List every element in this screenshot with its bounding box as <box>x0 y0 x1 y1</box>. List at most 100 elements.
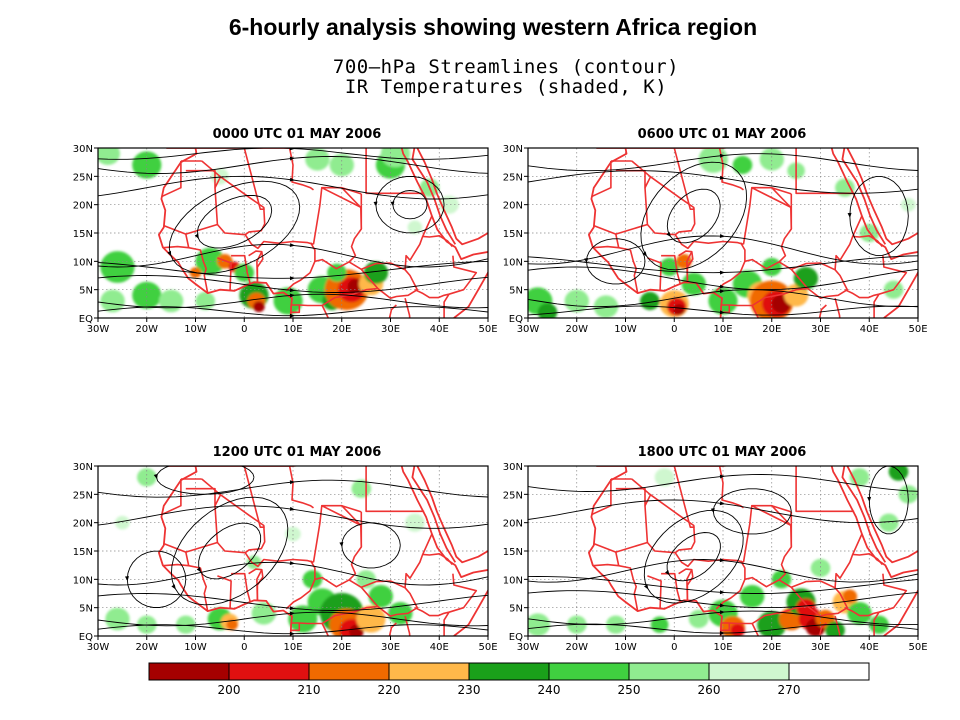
y-tick-label: 15N <box>503 229 523 240</box>
streamline-arrow <box>719 175 725 180</box>
x-tick-label: 30E <box>381 642 400 653</box>
ir-cell <box>105 607 130 631</box>
y-tick-label: 30N <box>503 144 523 155</box>
y-tick-label: 10N <box>503 575 523 586</box>
x-tick-label: 30W <box>87 324 110 335</box>
streamline-arrow <box>719 284 725 289</box>
streamline-arrow <box>167 250 172 257</box>
streamlines <box>528 466 918 636</box>
x-tick-label: 20W <box>135 642 158 653</box>
y-tick-label: EQ <box>79 314 93 325</box>
y-tick-label: 25N <box>73 172 93 183</box>
x-tick-label: 10E <box>283 324 302 335</box>
streamline-arrow <box>289 611 295 616</box>
panel-title-0000: 0000 UTC 01 MAY 2006 <box>212 127 382 142</box>
streamline-arrow <box>719 310 725 315</box>
streamline-arrow <box>289 506 295 511</box>
colorbar-swatch <box>788 662 870 681</box>
streamline-arrow <box>289 606 295 611</box>
y-tick-label: 5N <box>509 286 523 297</box>
ir-cell <box>730 623 745 636</box>
x-tick-label: 40E <box>860 642 879 653</box>
panel-title-0600: 0600 UTC 01 MAY 2006 <box>637 127 807 142</box>
y-tick-label: 25N <box>503 172 523 183</box>
y-tick-label: 5N <box>509 604 523 615</box>
streamline-arrow <box>194 233 199 239</box>
streamline-arrow <box>719 590 725 595</box>
y-tick-label: 20N <box>73 519 93 530</box>
streamline-arrow <box>665 570 670 576</box>
x-tick-label: 40E <box>860 324 879 335</box>
y-tick-label: 20N <box>503 201 523 212</box>
x-tick-label: 30E <box>381 324 400 335</box>
streamline-arrow <box>719 474 725 479</box>
y-tick-label: 15N <box>73 547 93 558</box>
y-tick-label: 10N <box>73 257 93 268</box>
colorbar-label: 220 <box>377 683 401 697</box>
streamline-arrow <box>719 631 725 636</box>
y-tick-label: 5N <box>79 286 93 297</box>
x-tick-label: 30E <box>811 642 830 653</box>
ir-cell <box>757 611 787 636</box>
figure-subtitle-ir-temperatures: IR Temperatures (shaded, K) <box>344 76 668 98</box>
colorbar-swatch <box>148 662 230 681</box>
figure-subtitle-streamlines: 700—hPa Streamlines (contour) <box>332 56 680 78</box>
ir-cell <box>835 178 855 197</box>
y-tick-label: 30N <box>73 462 93 473</box>
streamline-arrow <box>373 201 378 207</box>
colorbar-label: 200 <box>217 683 241 697</box>
ir-cell <box>537 303 558 318</box>
y-tick-label: EQ <box>79 632 93 643</box>
x-tick-label: 10E <box>713 642 732 653</box>
streamline-arrow <box>719 501 725 506</box>
ir-cell <box>842 589 858 604</box>
ir-cell <box>528 613 550 636</box>
panel-title-1200: 1200 UTC 01 MAY 2006 <box>212 445 382 460</box>
ir-cell <box>368 585 393 608</box>
x-tick-label: 10W <box>184 642 207 653</box>
x-tick-label: 10W <box>614 642 637 653</box>
colorbar-swatch <box>548 662 630 681</box>
streamlines <box>528 153 918 316</box>
x-tick-label: 40E <box>430 642 449 653</box>
streamline-arrow <box>289 156 295 161</box>
x-tick-label: 0 <box>241 324 247 335</box>
streamlines <box>98 466 488 636</box>
country-borders <box>588 148 918 318</box>
streamline-arrow <box>710 507 715 514</box>
streamline-arrow <box>666 231 672 238</box>
y-tick-label: 10N <box>73 575 93 586</box>
streamline-arrow <box>867 496 872 502</box>
streamline-arrow <box>847 212 852 218</box>
ir-cell <box>759 148 784 171</box>
streamline-arrow <box>719 289 725 294</box>
streamline-arrow <box>642 251 648 257</box>
ir-cell <box>195 291 216 311</box>
figure-title: 6-hourly analysis showing western Africa… <box>228 14 758 40</box>
map-panel-1800: 30W 20W 10W 0 10E 20E 30E 40E 50E EQ 5N 10N 15N 20N 25… <box>503 462 928 653</box>
streamline-arrow <box>719 603 725 608</box>
x-tick-label: 50E <box>478 324 497 335</box>
x-tick-label: 20W <box>565 642 588 653</box>
map-panel-0600: 30W 20W 10W 0 10E 20E 30E 40E 50E EQ 5N 10N 15N 20N 25… <box>503 144 928 335</box>
y-tick-label: EQ <box>509 314 523 325</box>
y-tick-label: EQ <box>509 632 523 643</box>
streamline-arrow <box>390 201 395 207</box>
streamline-arrow <box>289 243 295 248</box>
ir-cell <box>640 291 660 311</box>
ir-cell <box>305 148 330 171</box>
map-panel-1200: 30W 20W 10W 0 10E 20E 30E 40E 50E EQ 5N 10N 15N 20N 25… <box>73 462 498 653</box>
x-tick-label: 20E <box>762 642 781 653</box>
x-tick-label: 20E <box>762 324 781 335</box>
x-tick-label: 0 <box>671 324 677 335</box>
country-borders <box>588 466 918 636</box>
y-tick-label: 20N <box>503 519 523 530</box>
ir-cell <box>273 287 303 315</box>
y-tick-label: 15N <box>73 229 93 240</box>
ir-cell <box>673 304 685 315</box>
ir-cell <box>137 468 157 487</box>
y-tick-label: 15N <box>503 547 523 558</box>
ir-cell <box>327 263 347 282</box>
ir-cell <box>226 619 238 631</box>
y-tick-label: 25N <box>503 490 523 501</box>
